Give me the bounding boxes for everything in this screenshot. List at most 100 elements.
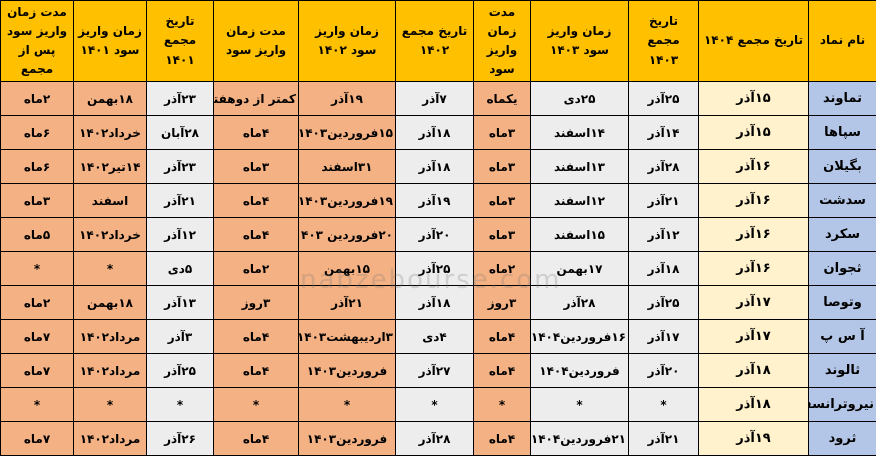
- table-cell: مرداد۱۴۰۲: [73, 319, 147, 354]
- table-cell: ۱۵آذر: [698, 81, 809, 116]
- table-cell: فروردین۱۴۰۳: [298, 353, 396, 388]
- table-cell: یکماه: [473, 81, 531, 116]
- header-cell: تاریخ مجمع ۱۴۰۲: [395, 0, 474, 82]
- header-cell: نام نماد: [808, 0, 876, 82]
- table-cell: سدشت: [808, 183, 876, 218]
- table-cell: ۱۹آذر: [395, 183, 474, 218]
- table-cell: ۲۱آذر: [628, 183, 699, 218]
- table-cell: ۱۶فروردین۱۴۰۴: [530, 319, 629, 354]
- table-cell: ۴ماه: [213, 115, 299, 150]
- table-cell: ۲۸آذر: [530, 285, 629, 320]
- table-cell: ثجوان: [808, 251, 876, 286]
- table-cell: ۱۲آذر: [146, 217, 214, 252]
- table-cell: ۱۷بهمن: [530, 251, 629, 286]
- table-cell: ۳ماه: [473, 115, 531, 150]
- table-cell: ۱۸آذر: [698, 387, 809, 422]
- table-cell: ۲۵آذر: [146, 353, 214, 388]
- table-cell: ۱۶آذر: [698, 251, 809, 286]
- table-cell: ۲۸آذر: [395, 421, 474, 456]
- table-cell: ۱۷آذر: [698, 319, 809, 354]
- table-cell: ۲۵دی: [530, 81, 629, 116]
- table-cell: ۵ماه: [0, 217, 74, 252]
- table-cell: ۴ماه: [473, 353, 531, 388]
- table-cell: ۳روز: [213, 285, 299, 320]
- table-row: ثالوند ۱۸آذر ۲۰آذر فروردین۱۴۰۴ ۴ماه ۲۷آذر فرور…: [0, 353, 876, 388]
- table-cell: ۷ماه: [0, 421, 74, 456]
- table-cell: ۲ماه: [473, 251, 531, 286]
- table-cell: سپاها: [808, 115, 876, 150]
- table-cell: ۴ماه: [213, 353, 299, 388]
- table-cell: ۱۸آذر: [698, 353, 809, 388]
- table-cell: آ س پ: [808, 319, 876, 354]
- table-cell: ۴ماه: [213, 421, 299, 456]
- table-cell: ۳ماه: [473, 183, 531, 218]
- header-row: نام نماد تاریخ مجمع ۱۴۰۴ تاریخ مجمع ۱۴۰۳ زم…: [0, 0, 876, 82]
- table-cell: ۲۸آذر: [628, 149, 699, 184]
- table-cell: ۱۵بهمن: [298, 251, 396, 286]
- table-cell: ۴ماه: [473, 319, 531, 354]
- header-cell: مدت زمان واریز سود: [473, 0, 531, 82]
- table-cell: *: [73, 251, 147, 286]
- header-cell: زمان واریز سود ۱۴۰۱: [73, 0, 147, 82]
- table-cell: سکرد: [808, 217, 876, 252]
- table-cell: ۱۷آذر: [628, 319, 699, 354]
- table-row: ثرود ۱۹آذر ۲۱آذر ۲۱فروردین۱۴۰۴ ۴ماه ۲۸آذر فرور…: [0, 421, 876, 456]
- table-row: ثجوان ۱۶آذر ۱۸آذر ۱۷بهمن ۲ماه ۲۵آذر ۱۵بهمن ۲ماه…: [0, 251, 876, 286]
- table-cell: ۱۸آذر: [395, 149, 474, 184]
- table-cell: ۱۵فروردین۱۴۰۳: [298, 115, 396, 150]
- table-cell: ۱۷آذر: [698, 285, 809, 320]
- table-row: آ س پ ۱۷آذر ۱۷آذر ۱۶فروردین۱۴۰۴ ۴ماه ۴دی ۳اردی…: [0, 319, 876, 354]
- table-cell: ۱۶آذر: [698, 217, 809, 252]
- table-cell: ۷ماه: [0, 353, 74, 388]
- table-cell: ۱۴تیر۱۴۰۲: [73, 149, 147, 184]
- table-cell: ۲۰آذر: [628, 353, 699, 388]
- table-cell: ۲ماه: [0, 81, 74, 116]
- table-cell: ۱۸آذر: [395, 285, 474, 320]
- table-cell: ۱۹آذر: [298, 81, 396, 116]
- table-cell: ۲۵آذر: [628, 81, 699, 116]
- table-cell: ۳ماه: [0, 183, 74, 218]
- table-cell: ۱۳آذر: [146, 285, 214, 320]
- table-cell: ثرود: [808, 421, 876, 456]
- table-cell: ۲۷آذر: [395, 353, 474, 388]
- table-cell: ۱۲اسفند: [530, 183, 629, 218]
- table-cell: ۲۰فروردین ۱۴۰۳: [298, 217, 396, 252]
- table-cell: مرداد۱۴۰۲: [73, 353, 147, 388]
- table-cell: فروردین۱۴۰۴: [530, 353, 629, 388]
- table-cell: ۴ماه: [213, 183, 299, 218]
- table-cell: ۲۳آذر: [146, 81, 214, 116]
- table-row: وتوصا ۱۷آذر ۲۵آذر ۲۸آذر ۳روز ۱۸آذر ۲۱آذر ۳روز ۱۳…: [0, 285, 876, 320]
- table-cell: ۲۱آذر: [298, 285, 396, 320]
- table-cell: ۱۹فروردین۱۴۰۳: [298, 183, 396, 218]
- table-cell: ۲۵آذر: [628, 285, 699, 320]
- table-row: نیروترانسفو۱۸آذر*********: [0, 387, 876, 422]
- table-cell: ۱۸آذر: [628, 251, 699, 286]
- table-cell: ۱۴اسفند: [530, 115, 629, 150]
- table-cell: ۲۱آذر: [628, 421, 699, 456]
- table-cell: ۴ماه: [473, 421, 531, 456]
- table-cell: ۶ماه: [0, 115, 74, 150]
- table-cell: *: [146, 387, 214, 422]
- table-cell: ۱۲آذر: [628, 217, 699, 252]
- table-cell: خرداد۱۴۰۲: [73, 217, 147, 252]
- table-row: سدشت ۱۶آذر ۲۱آذر ۱۲اسفند ۳ماه ۱۹آذر ۱۹فروردین۱…: [0, 183, 876, 218]
- header-cell: زمان واریز سود ۱۴۰۲: [298, 0, 396, 82]
- table-cell: ۱۵اسفند: [530, 217, 629, 252]
- table-cell: ۳اردیبهشت۱۴۰۳: [298, 319, 396, 354]
- table-body: تماوند ۱۵آذر ۲۵آذر ۲۵دی یکماه ۷آذر ۱۹آذر کمتر ا…: [0, 81, 876, 456]
- table-cell: ۳ماه: [473, 217, 531, 252]
- table-cell: *: [473, 387, 531, 422]
- header-cell: زمان واریز سود ۱۴۰۳: [530, 0, 629, 82]
- table-cell: ۲ماه: [0, 285, 74, 320]
- table-cell: ۱۸بهمن: [73, 285, 147, 320]
- table-cell: ۴ماه: [213, 319, 299, 354]
- table-cell: *: [298, 387, 396, 422]
- table-cell: ۱۸آذر: [395, 115, 474, 150]
- table-row: تماوند ۱۵آذر ۲۵آذر ۲۵دی یکماه ۷آذر ۱۹آذر کمتر ا…: [0, 81, 876, 116]
- table-cell: ۲۱آذر: [146, 183, 214, 218]
- table-cell: ۶ماه: [0, 149, 74, 184]
- table-cell: *: [213, 387, 299, 422]
- table-cell: ۲۱فروردین۱۴۰۴: [530, 421, 629, 456]
- table-cell: ۷ماه: [0, 319, 74, 354]
